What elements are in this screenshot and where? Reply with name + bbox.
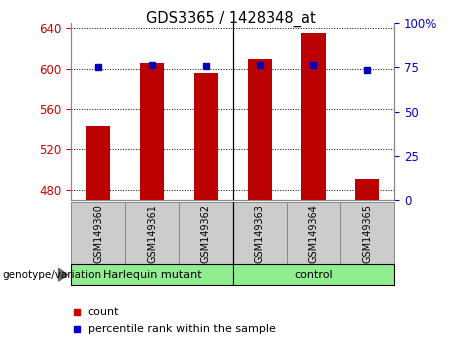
Polygon shape	[59, 268, 68, 281]
Bar	[248, 59, 272, 200]
Bar	[71, 202, 125, 264]
Bar	[86, 126, 111, 200]
Text: GSM149360: GSM149360	[93, 204, 103, 263]
Text: GSM149362: GSM149362	[201, 204, 211, 263]
Bar	[179, 202, 233, 264]
Text: GDS3365 / 1428348_at: GDS3365 / 1428348_at	[146, 11, 315, 27]
Bar	[71, 264, 233, 285]
Bar	[355, 179, 379, 200]
Bar	[140, 63, 164, 200]
Text: genotype/variation: genotype/variation	[2, 270, 101, 280]
Bar	[287, 202, 340, 264]
Text: GSM149365: GSM149365	[362, 204, 372, 263]
Text: percentile rank within the sample: percentile rank within the sample	[88, 324, 276, 334]
Bar	[340, 202, 394, 264]
Text: Harlequin mutant: Harlequin mutant	[103, 270, 201, 280]
Bar	[233, 202, 287, 264]
Text: GSM149363: GSM149363	[254, 204, 265, 263]
Text: GSM149361: GSM149361	[147, 204, 157, 263]
Bar	[194, 73, 218, 200]
Text: control: control	[294, 270, 333, 280]
Bar	[301, 33, 325, 200]
Text: count: count	[88, 307, 119, 316]
Text: GSM149364: GSM149364	[308, 204, 319, 263]
Bar	[125, 202, 179, 264]
Bar	[233, 264, 394, 285]
